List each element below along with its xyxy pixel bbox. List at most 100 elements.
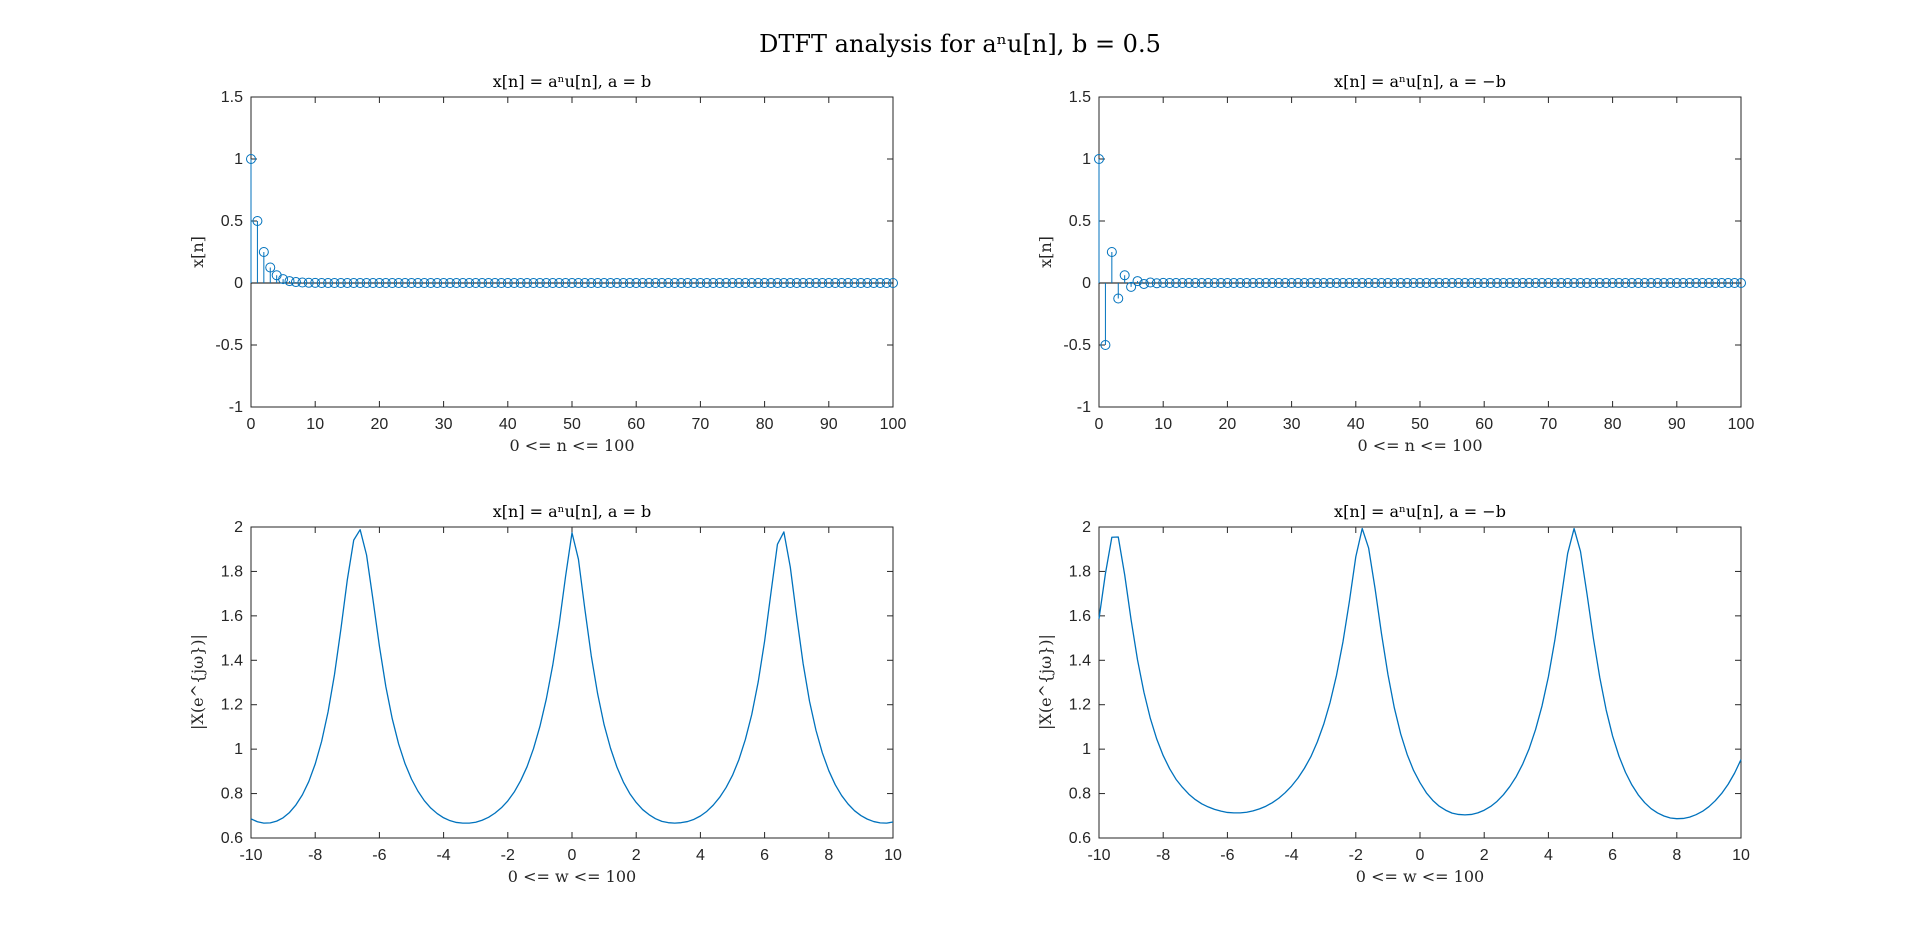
plot-1-stem-marker xyxy=(888,278,898,288)
plot-3-xtick-label: 10 xyxy=(884,847,902,864)
plot-1-stem-marker xyxy=(258,247,269,257)
plot-2-stem-marker xyxy=(1183,278,1194,288)
plot-2-stem-marker xyxy=(1190,278,1201,288)
plot-2-stem-marker xyxy=(1408,278,1419,288)
plot-1-xtick-label: 50 xyxy=(563,416,581,433)
plot-1-stem-marker xyxy=(592,278,603,288)
plot-2-xtick-label: 70 xyxy=(1540,416,1558,433)
plot-2-xtick-label: 60 xyxy=(1475,416,1493,433)
plot-2-stem-marker xyxy=(1177,278,1188,288)
plot-3: x[n] = aⁿu[n], a = b -10 -8 -6 -4 -2 0 2 4 6 8 10 0… xyxy=(188,502,902,886)
plot-2-xtick-label: 50 xyxy=(1411,416,1429,433)
plot-4-ytick-label: 1.8 xyxy=(1069,563,1091,580)
plot-3-magnitude-line xyxy=(250,529,894,824)
plot-2-stem-marker xyxy=(1569,278,1580,288)
plot-2-stem-marker xyxy=(1440,278,1451,288)
plot-2-stem-marker xyxy=(1299,278,1310,288)
plot-1-stem-marker xyxy=(522,278,533,288)
plot-1-stem-marker xyxy=(573,278,584,288)
plot-1-stem-marker xyxy=(714,278,725,288)
plot-2-xlabel: 0 <= n <= 100 xyxy=(1358,436,1483,455)
plot-2-stem-marker xyxy=(1581,278,1592,288)
plot-1-ytick-label: 0.5 xyxy=(221,213,243,230)
plot-2-ylabel: x[n] xyxy=(1036,236,1055,268)
plot-2-stem-marker xyxy=(1729,278,1740,288)
plot-4-ytick-label: 0.8 xyxy=(1069,786,1091,803)
plot-2-stem-marker xyxy=(1671,278,1682,288)
plot-2-stem-marker xyxy=(1716,278,1727,288)
plot-2-stem-marker xyxy=(1260,278,1271,288)
plot-1-stem-marker xyxy=(868,278,879,288)
plot-1-stem-marker xyxy=(470,278,481,288)
plot-1-stem-marker xyxy=(567,278,577,288)
plot-1-stem-marker xyxy=(759,278,770,288)
plot-2-stem-marker xyxy=(1273,278,1284,288)
plot-2-stem-marker xyxy=(1106,247,1117,257)
plot-2-stem-marker xyxy=(1344,278,1355,288)
plot-1-stem-marker xyxy=(618,278,629,288)
plot-2-ytick-label: 1.5 xyxy=(1069,89,1091,106)
plot-3-ticks: -10 -8 -6 -4 -2 0 2 4 6 8 10 0.6 0.8 1 1.2 1.4 1.6 1.8 2 xyxy=(221,519,902,864)
plot-2-stem-marker xyxy=(1517,278,1528,288)
plot-2-stem-marker xyxy=(1703,278,1714,288)
plot-1-stem-marker xyxy=(586,278,597,288)
plot-2-title: x[n] = aⁿu[n], a = −b xyxy=(1334,72,1506,91)
plot-2-stem-marker xyxy=(1652,278,1663,288)
plot-2-stem-marker xyxy=(1511,278,1522,288)
plot-2-stem-marker xyxy=(1363,278,1374,288)
plot-1-stem-marker xyxy=(579,278,590,288)
plot-2-stem-marker xyxy=(1138,278,1149,289)
plot-2-axes xyxy=(1098,96,1742,408)
plot-4-ylabel: |X(e^{jω})| xyxy=(1036,634,1055,730)
plot-1-stem-marker xyxy=(278,274,289,285)
plot-1-stem-marker xyxy=(335,278,346,288)
plot-1-stem-marker xyxy=(483,278,494,288)
plot-1-xtick-label: 10 xyxy=(306,416,324,433)
plot-2-stem-marker xyxy=(1331,278,1342,288)
plot-2-stem-marker xyxy=(1293,278,1304,288)
plot-1-stem-marker xyxy=(432,278,443,288)
plot-2-stem-marker xyxy=(1402,278,1413,288)
plot-4-xlabel: 0 <= w <= 100 xyxy=(1356,867,1484,886)
plot-2-stem-marker xyxy=(1196,278,1207,288)
plot-1-stem-marker xyxy=(817,278,828,288)
plot-2-stem-marker xyxy=(1543,278,1554,288)
plot-2-stem-marker xyxy=(1209,278,1220,288)
plot-1-stem-marker xyxy=(380,278,391,288)
plot-1-xtick-label: 20 xyxy=(371,416,389,433)
plot-2-stem-marker xyxy=(1357,278,1368,288)
plot-2-stem-marker xyxy=(1248,278,1259,288)
plot-1-stem-marker xyxy=(457,278,468,288)
plot-2-xtick-label: 0 xyxy=(1095,416,1104,433)
plot-1-stem-marker xyxy=(849,278,860,288)
plot-1-stem-marker xyxy=(310,277,321,288)
plot-1-stem-marker xyxy=(804,278,815,288)
plot-2-stem-marker xyxy=(1614,278,1625,288)
plot-1-stem-marker xyxy=(406,278,417,288)
plot-2-stem-marker xyxy=(1472,278,1483,288)
plot-1-ytick-label: 0 xyxy=(234,275,243,292)
plot-2-stem-marker xyxy=(1151,278,1162,289)
plot-4-ytick-label: 1.2 xyxy=(1069,697,1091,714)
plot-4-ytick-label: 0.6 xyxy=(1069,830,1091,847)
plot-2-stem-marker xyxy=(1389,278,1400,288)
plot-2-ytick-label: 1 xyxy=(1082,151,1091,168)
plot-1-stem-marker xyxy=(297,277,308,288)
plot-1-stem-marker xyxy=(644,278,655,288)
plot-1-stem-marker xyxy=(791,278,802,288)
plot-2-ytick-label: 0.5 xyxy=(1069,213,1091,230)
plot-1-ticks: 0 10 20 30 40 50 60 70 80 90 100 -1 -0.5 0 0.5 1 1.5 xyxy=(215,89,906,433)
plot-2-stem-marker xyxy=(1370,278,1381,288)
plot-1-stem-marker xyxy=(355,278,366,288)
plot-2-stem-marker xyxy=(1241,278,1252,288)
plot-1-xtick-label: 70 xyxy=(692,416,710,433)
plot-1-stem-marker xyxy=(489,278,500,288)
plot-2-stem-marker xyxy=(1530,278,1541,288)
plot-1-stem-marker xyxy=(830,278,841,288)
plot-1-stem-marker xyxy=(785,278,796,288)
plot-3-ytick-label: 1.6 xyxy=(221,608,243,625)
plot-1-stem-marker xyxy=(477,278,488,288)
plot-1-stem-marker xyxy=(708,278,719,288)
plot-1-stem-marker xyxy=(798,278,809,288)
